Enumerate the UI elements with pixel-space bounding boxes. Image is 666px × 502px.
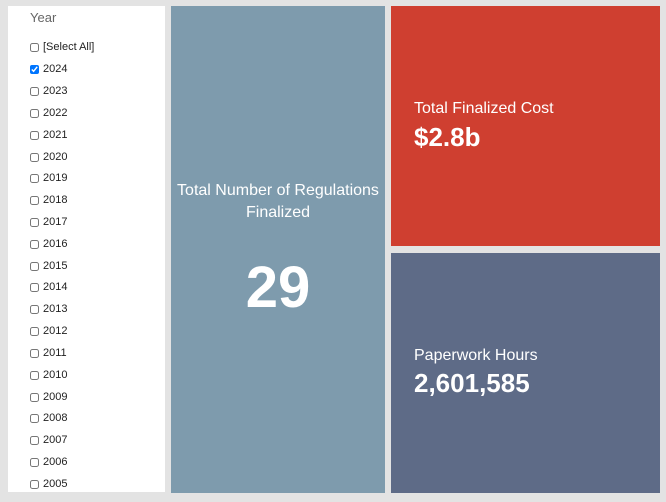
- year-checkbox[interactable]: [30, 479, 39, 489]
- slicer-option-select-all[interactable]: [Select All]: [30, 38, 94, 56]
- year-checkbox[interactable]: [30, 370, 39, 380]
- option-label: 2019: [43, 172, 68, 184]
- slicer-option-2006[interactable]: 2006: [30, 453, 67, 471]
- regulations-value: 29: [245, 255, 311, 320]
- slicer-option-2024[interactable]: 2024: [30, 60, 67, 78]
- slicer-option-2011[interactable]: 2011: [30, 344, 67, 362]
- year-checkbox[interactable]: [30, 261, 39, 271]
- finalized-cost-label: Total Finalized Cost: [414, 100, 554, 117]
- option-label: 2015: [43, 260, 68, 272]
- option-label: 2012: [43, 325, 68, 337]
- year-checkbox[interactable]: [30, 217, 39, 227]
- regulations-label: Total Number of Regulations Finalized: [177, 182, 379, 221]
- slicer-option-2010[interactable]: 2010: [30, 366, 67, 384]
- year-checkbox[interactable]: [30, 392, 39, 402]
- slicer-option-2014[interactable]: 2014: [30, 278, 67, 296]
- year-checkbox[interactable]: [30, 348, 39, 358]
- year-checkbox[interactable]: [30, 282, 39, 292]
- year-slicer: Year [Select All] 2024 2023 2022 2021 20…: [8, 6, 165, 492]
- slicer-option-2022[interactable]: 2022: [30, 104, 67, 122]
- paperwork-hours-label: Paperwork Hours: [414, 347, 538, 364]
- option-label: 2020: [43, 151, 68, 163]
- slicer-option-2023[interactable]: 2023: [30, 82, 67, 100]
- year-checkbox[interactable]: [30, 64, 39, 74]
- year-checkbox[interactable]: [30, 304, 39, 314]
- slicer-option-2005[interactable]: 2005: [30, 475, 67, 492]
- year-checkbox[interactable]: [30, 435, 39, 445]
- slicer-option-2016[interactable]: 2016: [30, 235, 67, 253]
- option-label: [Select All]: [43, 41, 95, 53]
- slicer-option-2007[interactable]: 2007: [30, 431, 67, 449]
- year-checkbox[interactable]: [30, 413, 39, 423]
- slicer-option-2020[interactable]: 2020: [30, 148, 67, 166]
- select-all-checkbox[interactable]: [30, 42, 39, 52]
- option-label: 2005: [43, 478, 68, 490]
- option-label: 2014: [43, 281, 68, 293]
- slicer-option-2021[interactable]: 2021: [30, 126, 67, 144]
- slicer-option-2017[interactable]: 2017: [30, 213, 67, 231]
- option-label: 2024: [43, 63, 68, 75]
- option-label: 2016: [43, 238, 68, 250]
- option-label: 2013: [43, 303, 68, 315]
- year-checkbox[interactable]: [30, 86, 39, 96]
- year-checkbox[interactable]: [30, 108, 39, 118]
- option-label: 2007: [43, 434, 68, 446]
- option-label: 2008: [43, 412, 68, 424]
- slicer-option-2018[interactable]: 2018: [30, 191, 67, 209]
- option-label: 2009: [43, 391, 68, 403]
- year-checkbox[interactable]: [30, 457, 39, 467]
- option-label: 2023: [43, 85, 68, 97]
- year-checkbox[interactable]: [30, 239, 39, 249]
- slicer-option-2008[interactable]: 2008: [30, 409, 67, 427]
- year-checkbox[interactable]: [30, 326, 39, 336]
- slicer-option-2019[interactable]: 2019: [30, 169, 67, 187]
- option-label: 2006: [43, 456, 68, 468]
- option-label: 2017: [43, 216, 68, 228]
- slicer-option-2009[interactable]: 2009: [30, 388, 67, 406]
- year-checkbox[interactable]: [30, 130, 39, 140]
- option-label: 2011: [43, 347, 67, 359]
- finalized-cost-card: Total Finalized Cost $2.8b: [391, 6, 660, 246]
- year-checkbox[interactable]: [30, 195, 39, 205]
- option-label: 2021: [43, 129, 68, 141]
- slicer-option-2015[interactable]: 2015: [30, 257, 67, 275]
- slicer-option-2013[interactable]: 2013: [30, 300, 67, 318]
- option-label: 2018: [43, 194, 68, 206]
- option-label: 2022: [43, 107, 68, 119]
- finalized-cost-value: $2.8b: [414, 122, 481, 152]
- option-label: 2010: [43, 369, 68, 381]
- regulations-finalized-card: Total Number of Regulations Finalized 29: [171, 6, 385, 493]
- paperwork-hours-value: 2,601,585: [414, 368, 530, 398]
- slicer-option-2012[interactable]: 2012: [30, 322, 67, 340]
- slicer-title: Year: [30, 10, 57, 25]
- paperwork-hours-card: Paperwork Hours 2,601,585: [391, 253, 660, 493]
- year-checkbox[interactable]: [30, 173, 39, 183]
- year-checkbox[interactable]: [30, 152, 39, 162]
